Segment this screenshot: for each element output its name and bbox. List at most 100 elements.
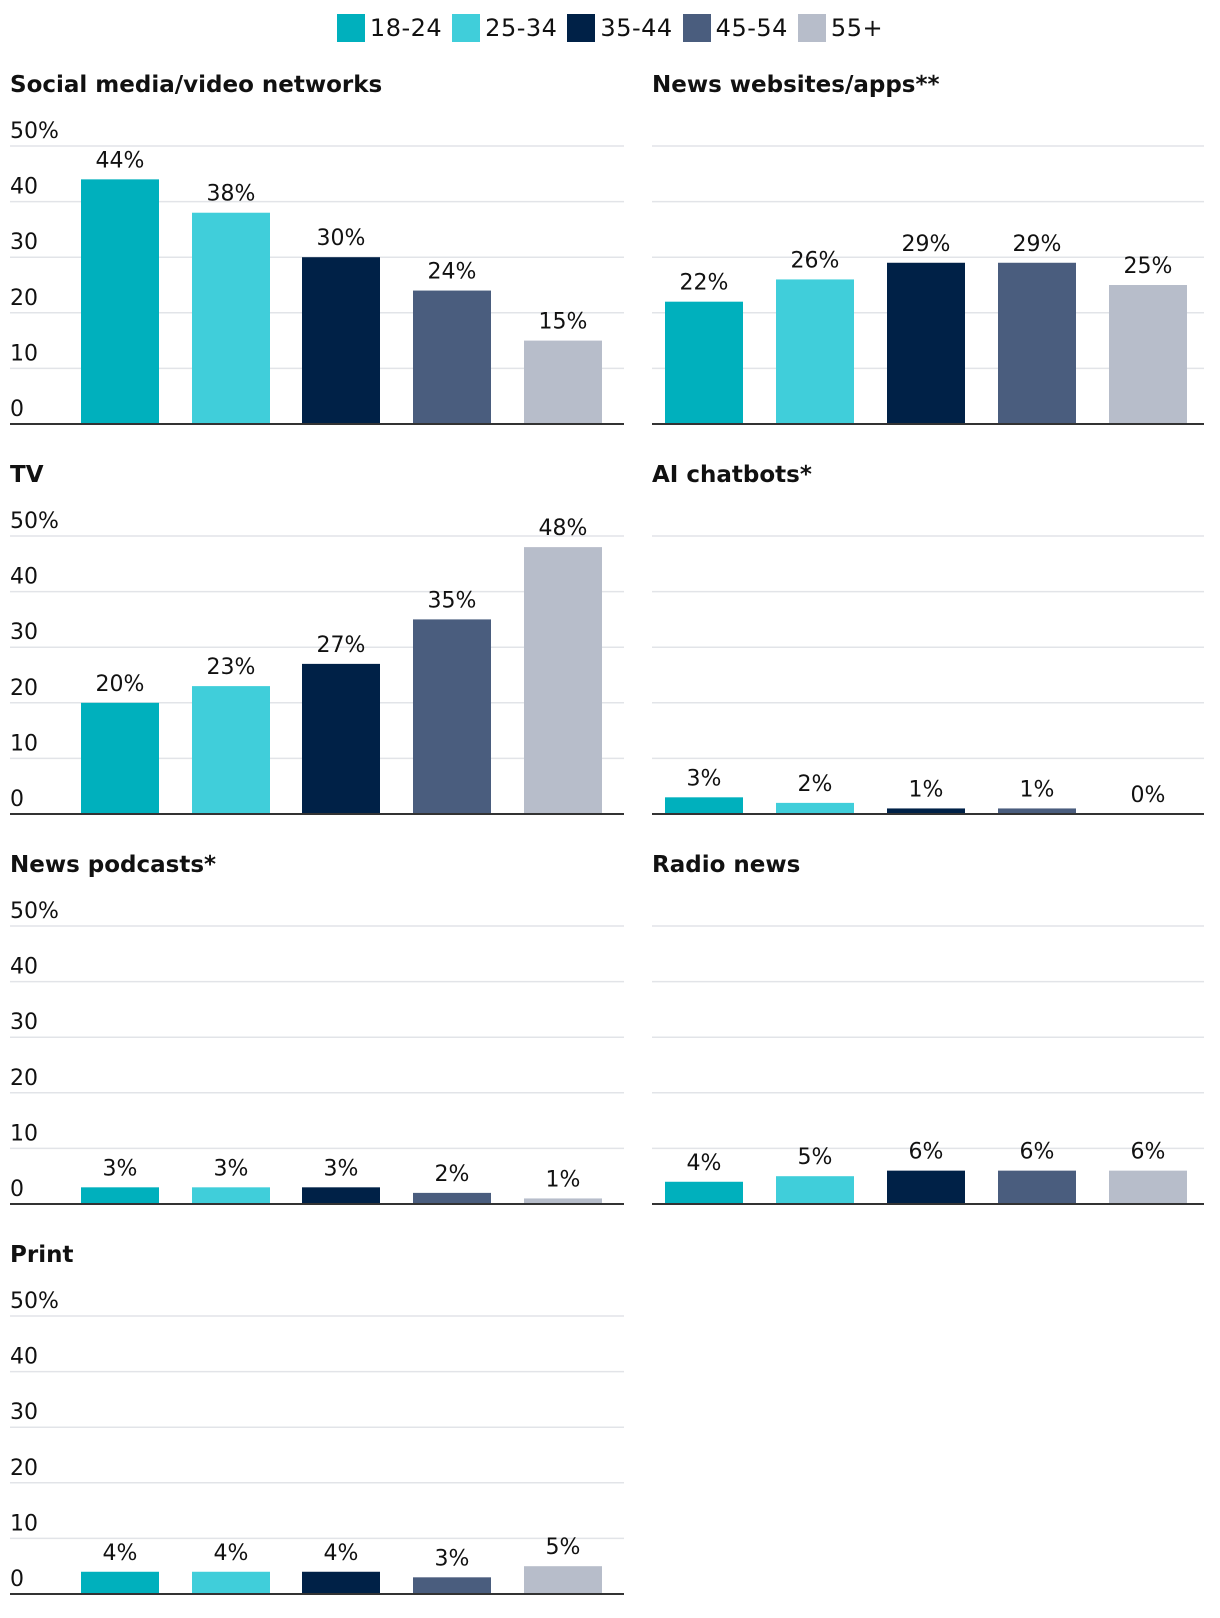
ai-chatbots-data-label: 2% [798,772,833,797]
ai-chatbots-data-label: 0% [1131,783,1166,808]
news-websites-apps-bar-35-44 [887,262,965,424]
news-websites-apps-title: News websites/apps** [652,72,940,98]
print-ytick: 40 [10,1345,38,1370]
social-media-video-networks-ytick: 10 [10,341,38,366]
ai-chatbots-bar-35-44 [887,808,965,814]
news-podcasts-data-label: 3% [214,1156,249,1181]
print-bar-45-54 [413,1577,491,1594]
print-bar-55 [524,1566,602,1594]
tv-bar-45-54 [413,619,491,814]
legend-item: 45-54 [682,14,788,42]
news-podcasts-bar-55 [524,1198,602,1204]
radio-news-bar-55 [1109,1170,1187,1204]
social-media-video-networks-ytick: 30 [10,230,38,255]
news-podcasts-ytick: 10 [10,1121,38,1146]
news-websites-apps-bar-18-24 [665,301,743,424]
news-websites-apps-data-label: 26% [791,248,840,273]
radio-news-bar-35-44 [887,1170,965,1204]
legend-label: 35-44 [600,14,673,42]
print-data-label: 4% [214,1541,249,1566]
news-podcasts-ytick: 50% [10,899,59,924]
news-podcasts-data-label: 3% [103,1156,138,1181]
legend-label: 55+ [830,14,884,42]
news-podcasts-data-label: 1% [546,1167,581,1192]
news-websites-apps-data-label: 29% [1013,232,1062,257]
social-media-video-networks-title: Social media/video networks [10,72,382,98]
social-media-video-networks-bar-25-34 [192,212,270,424]
tv-ytick: 10 [10,731,38,756]
social-media-video-networks-bar-35-44 [302,257,380,424]
legend-swatch [797,14,826,42]
tv-data-label: 35% [428,588,477,613]
social-media-video-networks-data-label: 44% [96,148,145,173]
print-data-label: 4% [103,1541,138,1566]
radio-news-bar-25-34 [776,1176,854,1204]
radio-news-bar-45-54 [998,1170,1076,1204]
print-ytick: 10 [10,1511,38,1536]
tv-ytick: 50% [10,509,59,534]
radio-news-title: Radio news [652,852,800,878]
ai-chatbots-data-label: 1% [909,777,944,802]
legend: 18-24 25-34 35-44 45-54 55+ [0,12,1220,44]
tv-bar-35-44 [302,663,380,814]
tv-ytick: 0 [10,787,24,812]
news-websites-apps-data-label: 25% [1124,254,1173,279]
news-podcasts-bar-25-34 [192,1187,270,1204]
legend-label: 25-34 [485,14,558,42]
news-podcasts-title: News podcasts* [10,852,216,878]
legend-swatch [336,14,365,42]
social-media-video-networks-data-label: 30% [317,226,366,251]
tv-ytick: 40 [10,565,38,590]
ai-chatbots-bar-45-54 [998,808,1076,814]
tv-data-label: 27% [317,633,366,658]
news-websites-apps-bar-25-34 [776,279,854,424]
tv-bar-25-34 [192,686,270,814]
news-websites-apps-data-label: 29% [902,232,951,257]
tv-data-label: 23% [207,655,256,680]
social-media-video-networks-ytick: 20 [10,286,38,311]
legend-swatch [567,14,596,42]
news-podcasts-ytick: 20 [10,1066,38,1091]
tv-data-label: 48% [539,516,588,541]
radio-news-bar-18-24 [665,1181,743,1204]
print-ytick: 30 [10,1400,38,1425]
news-podcasts-ytick: 0 [10,1177,24,1202]
social-media-video-networks-data-label: 38% [207,182,256,207]
legend-item: 35-44 [567,14,672,42]
news-websites-apps-data-label: 22% [680,271,729,296]
social-media-video-networks-bar-45-54 [413,290,491,424]
social-media-video-networks-ytick: 40 [10,175,38,200]
print-bar-25-34 [192,1571,270,1594]
print-bar-18-24 [81,1571,159,1594]
social-media-video-networks-bar-18-24 [81,179,159,424]
print-ytick: 0 [10,1567,24,1592]
print-ytick: 50% [10,1289,59,1314]
print-bar-35-44 [302,1571,380,1594]
legend-swatch [682,14,711,42]
tv-ytick: 20 [10,676,38,701]
news-podcasts-bar-45-54 [413,1192,491,1204]
ai-chatbots-data-label: 1% [1020,777,1055,802]
print-data-label: 3% [435,1546,470,1571]
radio-news-data-label: 6% [909,1140,944,1165]
social-media-video-networks-bar-55 [524,340,602,424]
legend-label: 18-24 [369,14,443,42]
radio-news-data-label: 6% [1020,1140,1055,1165]
print-data-label: 4% [324,1541,359,1566]
legend-label: 45-54 [715,14,788,42]
news-websites-apps-bar-45-54 [998,262,1076,424]
news-podcasts-ytick: 30 [10,1010,38,1035]
social-media-video-networks-ytick: 50% [10,119,59,144]
radio-news-data-label: 4% [687,1151,722,1176]
social-media-video-networks-data-label: 15% [539,310,588,335]
ai-chatbots-bar-18-24 [665,797,743,814]
social-media-video-networks-ytick: 0 [10,397,24,422]
tv-bar-18-24 [81,702,159,814]
legend-swatch [452,14,481,42]
legend-item: 55+ [797,14,884,42]
news-websites-apps-bar-55 [1109,285,1187,424]
news-podcasts-bar-18-24 [81,1187,159,1204]
news-podcasts-bar-35-44 [302,1187,380,1204]
print-data-label: 5% [546,1535,581,1560]
